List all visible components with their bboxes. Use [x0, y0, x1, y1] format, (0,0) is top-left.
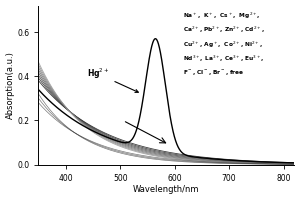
Text: Hg$^{2+}$: Hg$^{2+}$	[87, 67, 138, 92]
X-axis label: Wavelength/nm: Wavelength/nm	[133, 185, 200, 194]
Y-axis label: Absorption(a.u.): Absorption(a.u.)	[6, 51, 15, 119]
Text: Na$^+$,  K$^+$,  Cs$^+$,  Mg$^{2+}$,
Ca$^{2+}$, Pb$^{2+}$, Zn$^{2+}$, Cd$^{2+}$,: Na$^+$, K$^+$, Cs$^+$, Mg$^{2+}$, Ca$^{2…	[183, 10, 265, 77]
